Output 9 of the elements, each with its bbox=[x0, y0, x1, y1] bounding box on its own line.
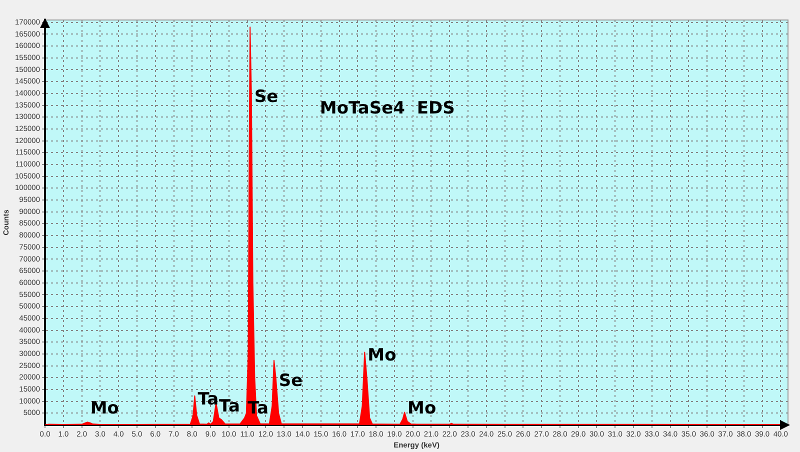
annotation: Se bbox=[278, 371, 303, 392]
annotation: Ta bbox=[248, 398, 268, 418]
annotation: Se bbox=[254, 86, 278, 107]
annotation: Mo bbox=[90, 398, 119, 418]
annotation: Ta bbox=[219, 396, 240, 416]
annotation: Ta bbox=[198, 389, 219, 410]
annotation: Mo bbox=[368, 346, 396, 366]
annotation: Mo bbox=[408, 398, 436, 418]
text: MoTaSe4 EDS bbox=[320, 98, 455, 119]
